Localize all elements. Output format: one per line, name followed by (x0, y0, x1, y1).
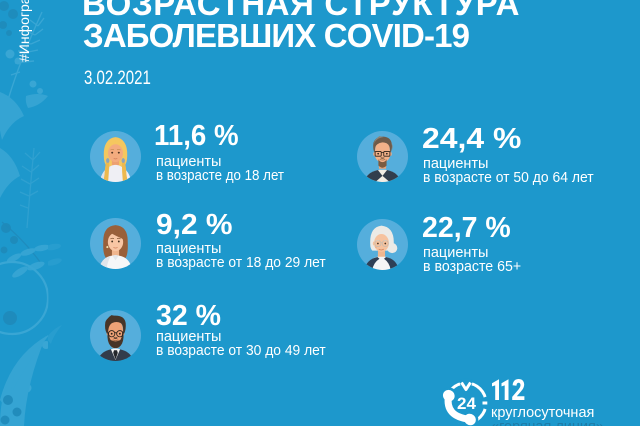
svg-text:24: 24 (457, 394, 476, 413)
